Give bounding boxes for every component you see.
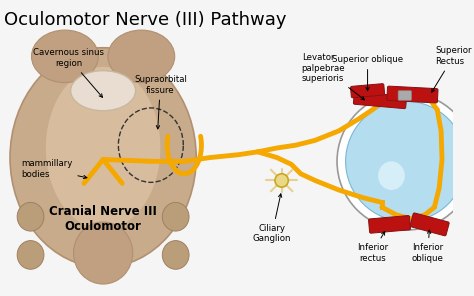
Ellipse shape — [46, 67, 160, 229]
Ellipse shape — [10, 48, 196, 267]
FancyBboxPatch shape — [351, 84, 384, 98]
Text: Levator
palpebrae
superioris: Levator palpebrae superioris — [301, 53, 365, 100]
Text: mammillary
bodies: mammillary bodies — [21, 159, 87, 179]
FancyBboxPatch shape — [410, 213, 449, 236]
Circle shape — [346, 101, 466, 221]
Circle shape — [275, 174, 288, 187]
Text: Inferior
rectus: Inferior rectus — [357, 231, 388, 263]
Text: Inferior
oblique: Inferior oblique — [412, 230, 444, 263]
Circle shape — [337, 93, 474, 230]
FancyBboxPatch shape — [354, 92, 407, 109]
Ellipse shape — [162, 202, 189, 231]
Ellipse shape — [17, 241, 44, 269]
FancyBboxPatch shape — [369, 215, 410, 233]
Ellipse shape — [378, 161, 405, 190]
Ellipse shape — [31, 30, 98, 83]
Ellipse shape — [108, 30, 175, 83]
Text: Oculomotor Nerve (III) Pathway: Oculomotor Nerve (III) Pathway — [4, 11, 286, 28]
Text: Cranial Nerve III
Oculomotor: Cranial Nerve III Oculomotor — [49, 205, 157, 233]
Text: Ciliary
Ganglion: Ciliary Ganglion — [253, 194, 292, 244]
FancyBboxPatch shape — [387, 86, 438, 103]
Text: Superior
Rectus: Superior Rectus — [432, 46, 472, 92]
Text: Supraorbital
fissure: Supraorbital fissure — [134, 75, 187, 129]
Text: Cavernous sinus
region: Cavernous sinus region — [33, 49, 104, 97]
Ellipse shape — [71, 71, 136, 111]
Ellipse shape — [162, 241, 189, 269]
Ellipse shape — [17, 202, 44, 231]
Ellipse shape — [73, 222, 133, 284]
Text: Superior oblique: Superior oblique — [332, 55, 403, 91]
FancyBboxPatch shape — [398, 91, 411, 100]
